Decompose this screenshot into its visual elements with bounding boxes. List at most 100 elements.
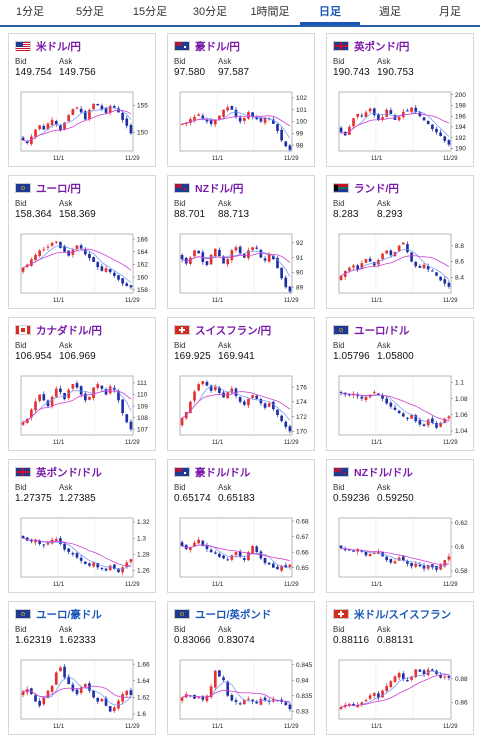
candle-body: [247, 250, 250, 259]
candle-body: [117, 568, 120, 573]
candle-body: [75, 383, 79, 388]
x-tick-label: 11/1: [212, 440, 224, 446]
mini-chart[interactable]: 1.6 1.62 1.64 1.66 11/1 11/29: [9, 654, 157, 734]
pair-name-link[interactable]: ユーロ/ドル: [354, 324, 410, 337]
rate-card[interactable]: ユーロ/円 Bid Ask 158.364 158.369 158 160 162 164 166…: [8, 175, 156, 309]
candle-body: [385, 109, 389, 117]
y-tick-label: 100: [296, 119, 307, 126]
mini-chart[interactable]: 158 160 162 164 166 11/1 11/29: [9, 228, 157, 308]
rate-card[interactable]: 英ポンド/ドル Bid Ask 1.27375 1.27385 1.26 1.28 1.3 1.…: [8, 459, 156, 593]
candle-body: [364, 397, 368, 400]
pair-name-link[interactable]: ユーロ/円: [36, 182, 81, 195]
pair-name-link[interactable]: NZドル/円: [195, 182, 244, 195]
y-tick-label: 1.3: [137, 535, 146, 542]
tab-0[interactable]: 1分足: [15, 6, 45, 18]
candle-body: [259, 118, 263, 122]
ask-value: 97.587: [218, 67, 250, 78]
rate-card[interactable]: ランド/円 Bid Ask 8.283 8.293 8.4 8.6 8.8 11/1 11/29: [326, 175, 474, 309]
mini-chart[interactable]: 89 90 91 92 11/1 11/29: [168, 228, 316, 308]
candle-body: [218, 387, 221, 393]
candle-body: [59, 538, 62, 544]
rate-card[interactable]: 豪ドル/ドル Bid Ask 0.65174 0.65183 0.65 0.66 0.67 0.…: [167, 459, 315, 593]
rate-card[interactable]: 英ポンド/円 Bid Ask 190.743 190.753 190 192 194 196 19…: [326, 33, 474, 167]
card-header: 英ポンド/ドル: [15, 465, 102, 479]
candle-body: [284, 421, 288, 427]
pair-name-link[interactable]: カナダドル/円: [36, 324, 102, 337]
mini-chart[interactable]: 0.83 0.835 0.84 0.845 11/1 11/29: [168, 654, 316, 734]
y-tick-label: 0.88: [455, 676, 468, 683]
eu-flag-icon: [174, 609, 190, 619]
mini-chart[interactable]: 107 108 109 110 111 11/1 11/29: [9, 370, 157, 450]
x-tick-label: 11/29: [443, 582, 458, 588]
candle-body: [426, 419, 430, 426]
pair-name-link[interactable]: NZドル/ドル: [354, 466, 413, 479]
rate-card[interactable]: NZドル/ドル Bid Ask 0.59236 0.59250 0.58 0.6 0.62 11…: [326, 459, 474, 593]
plot-area: [179, 233, 293, 294]
tab-5[interactable]: 日足: [300, 0, 360, 25]
candle-body: [368, 554, 372, 557]
mini-chart[interactable]: 190 192 194 196 198 200 11/1 11/29: [327, 86, 475, 166]
mini-chart[interactable]: 0.58 0.6 0.62 11/1 11/29: [327, 512, 475, 592]
candlestick-chart: 1.04 1.06 1.08 1.1 11/1 11/29: [338, 375, 468, 446]
tab-1[interactable]: 5分足: [75, 6, 105, 18]
pair-name-link[interactable]: スイスフラン/円: [195, 324, 272, 337]
bid-label: Bid: [174, 483, 186, 492]
candle-body: [88, 109, 91, 120]
candle-body: [71, 109, 75, 115]
candle-body: [21, 422, 25, 425]
rate-card[interactable]: ユーロ/英ポンド Bid Ask 0.83066 0.83074 0.83 0.835 0.8…: [167, 601, 315, 735]
candle-body: [197, 384, 200, 391]
candle-body: [21, 267, 25, 272]
ask-label: Ask: [59, 57, 73, 66]
card-header: スイスフラン/円: [174, 323, 271, 337]
y-tick-label: 101: [296, 107, 307, 114]
mini-chart[interactable]: 8.4 8.6 8.8 11/1 11/29: [327, 228, 475, 308]
mini-chart[interactable]: 98 99 100 101 102 11/1 11/29: [168, 86, 316, 166]
y-tick-label: 1.66: [137, 661, 150, 668]
y-tick-label: 99: [296, 131, 304, 138]
mini-chart[interactable]: 1.04 1.06 1.08 1.1 11/1 11/29: [327, 370, 475, 450]
rate-card[interactable]: 米ドル/円 Bid Ask 149.754 149.756 150 155 11/1 11/29: [8, 33, 156, 167]
rate-card[interactable]: カナダドル/円 Bid Ask 106.954 106.969 107 108 109 110 1…: [8, 317, 156, 451]
rate-card[interactable]: ユーロ/ドル Bid Ask 1.05796 1.05800 1.04 1.06 1.08 1.…: [326, 317, 474, 451]
mini-chart[interactable]: 1.26 1.28 1.3 1.32 11/1 11/29: [9, 512, 157, 592]
mini-chart[interactable]: 0.86 0.88 11/1 11/29: [327, 654, 475, 734]
candle-body: [263, 557, 267, 564]
pair-name-link[interactable]: 米ドル/スイスフラン: [354, 608, 452, 621]
pair-name-link[interactable]: 英ポンド/ドル: [36, 466, 102, 479]
eu-flag-icon: [333, 325, 349, 335]
mini-chart[interactable]: 170 172 174 176 11/1 11/29: [168, 370, 316, 450]
pair-name-link[interactable]: 米ドル/円: [36, 40, 81, 53]
candle-body: [272, 563, 275, 568]
bid-value: 1.05796: [333, 351, 370, 362]
ma-long-line: [181, 391, 291, 419]
candle-body: [443, 560, 447, 567]
rate-card[interactable]: スイスフラン/円 Bid Ask 169.925 169.941 170 172 174 176…: [167, 317, 315, 451]
mini-chart[interactable]: 0.65 0.66 0.67 0.68 11/1 11/29: [168, 512, 316, 592]
rate-card[interactable]: ユーロ/豪ドル Bid Ask 1.62319 1.62333 1.6 1.62 1.64 1.…: [8, 601, 156, 735]
pair-name-link[interactable]: ランド/円: [354, 182, 399, 195]
y-tick-label: 160: [137, 274, 148, 281]
candle-body: [381, 117, 384, 120]
tab-4[interactable]: 1時間足: [250, 6, 290, 18]
candle-body: [393, 407, 397, 410]
x-tick-label: 11/1: [371, 156, 383, 162]
mini-chart[interactable]: 150 155 11/1 11/29: [9, 86, 157, 166]
tab-2[interactable]: 15分足: [132, 6, 168, 18]
rate-card[interactable]: NZドル/円 Bid Ask 88.701 88.713 89 90 91 92 11/1 11/2…: [167, 175, 315, 309]
tab-3[interactable]: 30分足: [192, 6, 228, 18]
bid-label: Bid: [333, 199, 345, 208]
pair-name-link[interactable]: 豪ドル/ドル: [195, 466, 251, 479]
ma-long-line: [22, 390, 132, 423]
pair-name-link[interactable]: 英ポンド/円: [354, 40, 410, 53]
candle-body: [100, 105, 104, 110]
pair-name-link[interactable]: ユーロ/豪ドル: [36, 608, 102, 621]
ca-flag-icon: [15, 325, 31, 335]
candle-body: [46, 400, 50, 407]
tab-7[interactable]: 月足: [439, 6, 461, 18]
rate-card[interactable]: 豪ドル/円 Bid Ask 97.580 97.587 98 99 100 101 102 11/1…: [167, 33, 315, 167]
tab-6[interactable]: 週足: [379, 6, 401, 18]
rate-card[interactable]: 米ドル/スイスフラン Bid Ask 0.88116 0.88131 0.86 0.88 11…: [326, 601, 474, 735]
pair-name-link[interactable]: ユーロ/英ポンド: [195, 608, 272, 621]
pair-name-link[interactable]: 豪ドル/円: [195, 40, 240, 53]
